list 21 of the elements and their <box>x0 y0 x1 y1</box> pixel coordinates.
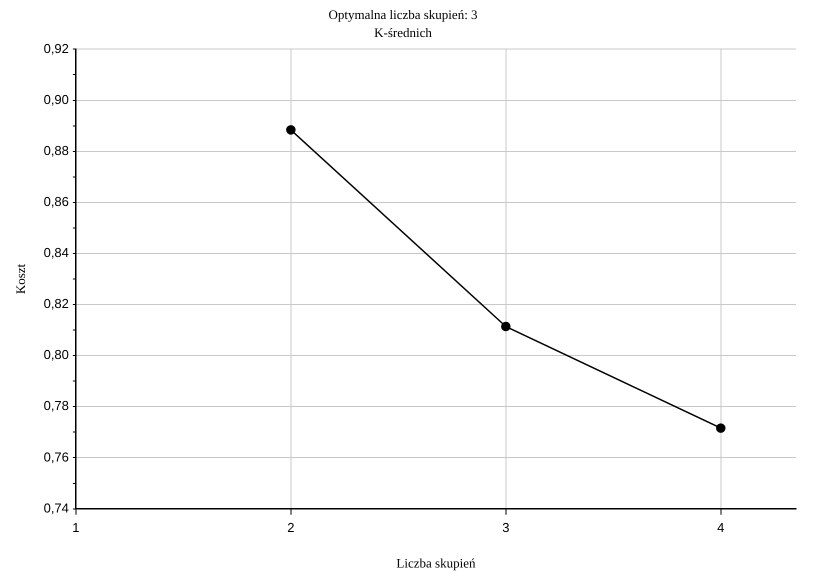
y-tick-label: 0,88 <box>44 142 69 158</box>
y-tick-label: 0,90 <box>44 92 69 107</box>
y-axis-title: Koszt <box>13 263 28 294</box>
chart-title: Optymalna liczba skupień: 3 <box>328 7 478 22</box>
y-tick-label: 0,74 <box>44 500 69 516</box>
y-tick-label: 0,86 <box>44 194 69 209</box>
x-axis-title: Liczba skupień <box>396 556 476 571</box>
point <box>716 423 726 433</box>
x-tick-label: 2 <box>287 520 294 536</box>
y-tick-label: 0,78 <box>44 398 69 414</box>
point <box>501 322 511 332</box>
y-tick-label: 0,84 <box>44 245 69 260</box>
y-tick-label: 0,82 <box>44 296 69 312</box>
x-tick-label: 1 <box>72 520 80 536</box>
y-tick-label: 0,80 <box>44 347 69 362</box>
y-tick-label: 0,76 <box>44 449 69 464</box>
point <box>286 125 296 135</box>
x-tick-label: 3 <box>502 520 510 536</box>
y-tick-label: 0,92 <box>44 40 69 56</box>
x-tick-label: 4 <box>717 520 724 536</box>
chart-subtitle: K-średnich <box>374 24 432 40</box>
